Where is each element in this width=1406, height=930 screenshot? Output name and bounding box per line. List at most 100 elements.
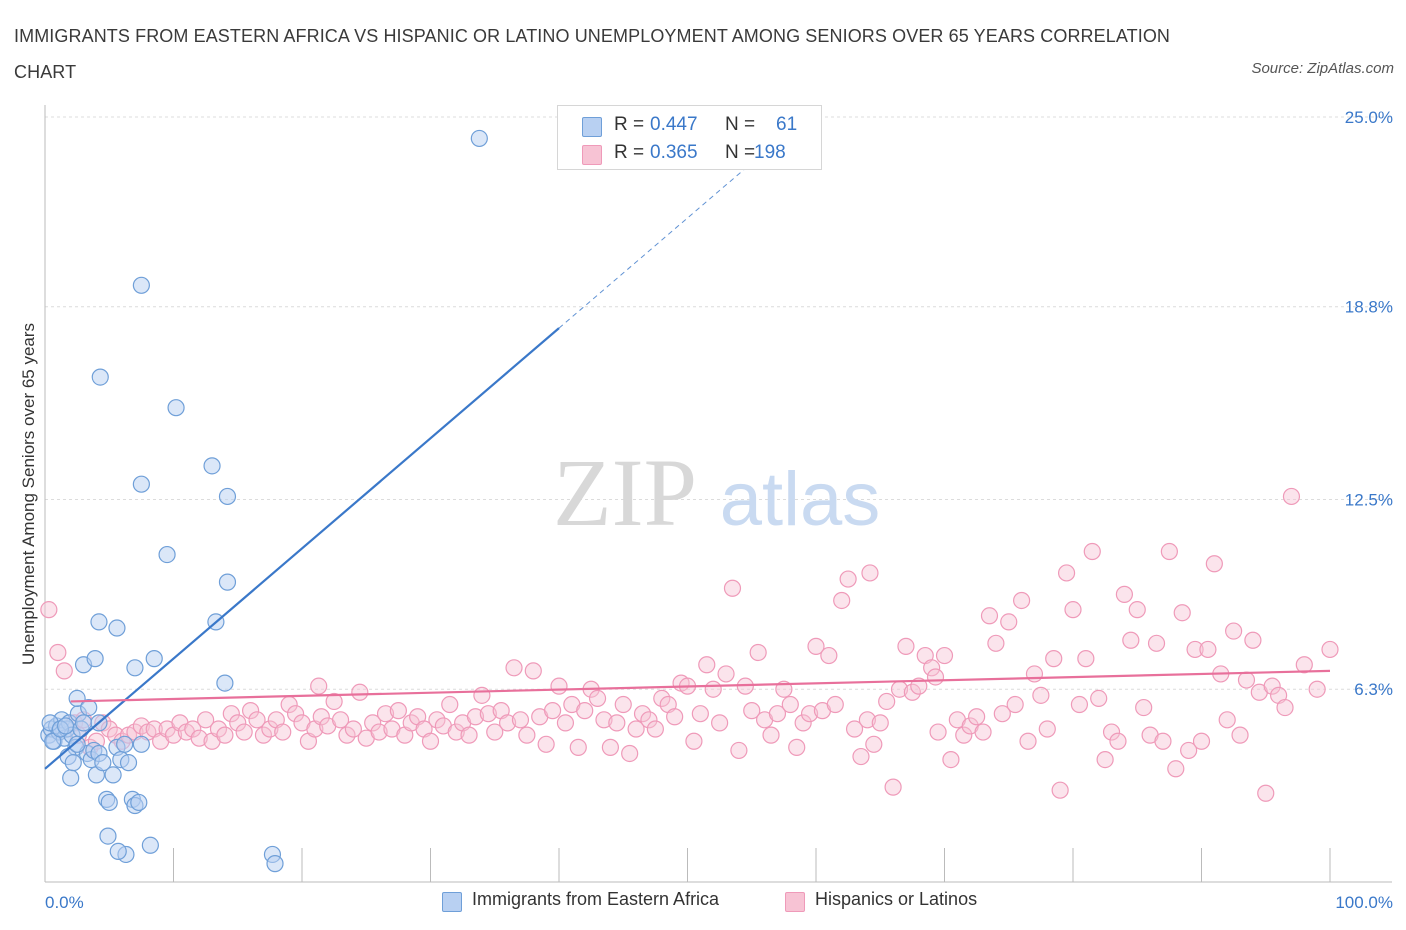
pink-point (376, 705, 395, 723)
pink-point (608, 714, 626, 732)
legend-n-value: 198 (754, 142, 786, 163)
pink-point (1186, 640, 1204, 659)
pink-point (1115, 585, 1134, 603)
pink-point (1083, 542, 1101, 561)
blue-point (216, 674, 234, 692)
blue-point (203, 457, 221, 475)
blue-point (100, 793, 118, 812)
blue-point (145, 650, 163, 668)
pink-point (653, 689, 671, 708)
pink-point (1225, 622, 1243, 640)
pink-point (646, 720, 664, 738)
pink-point (601, 738, 620, 756)
pink-point (338, 726, 356, 744)
pink-point (1006, 695, 1024, 714)
pink-point (344, 720, 362, 738)
pink-point (865, 735, 883, 753)
pink-point (310, 677, 328, 695)
axes (44, 105, 1392, 883)
pink-point (1282, 487, 1301, 506)
pink-point (518, 726, 536, 744)
legend-label-blue: Immigrants from Eastern Africa (472, 889, 720, 909)
pink-point (460, 726, 478, 744)
pink-point (1231, 726, 1249, 744)
pink-point (132, 717, 150, 735)
pink-point (254, 726, 273, 744)
pink-point (903, 683, 921, 701)
pink-point (935, 646, 954, 665)
pink-point (1167, 760, 1185, 778)
legend-r-value: 0.365 (650, 142, 698, 163)
pink-point (569, 738, 587, 756)
pink-point (897, 637, 915, 655)
pink-point (768, 705, 787, 723)
pink-point (800, 705, 819, 723)
pink-point (511, 711, 530, 729)
pink-point (820, 646, 838, 665)
pink-point (222, 705, 240, 723)
pink-point (1025, 665, 1044, 683)
blue-point (80, 698, 98, 717)
pink-point (1205, 555, 1223, 573)
pink-point (627, 720, 645, 738)
pink-point (762, 726, 780, 744)
pink-point (1147, 634, 1166, 652)
blue-point (218, 487, 237, 506)
blue-point (68, 735, 86, 753)
pink-point (987, 634, 1005, 652)
pink-point (640, 711, 658, 729)
blue-point (109, 842, 127, 861)
blue-point (90, 613, 108, 631)
pink-point (537, 735, 555, 753)
pink-point (749, 643, 767, 662)
pink-point (248, 711, 266, 729)
pink-point (49, 643, 67, 662)
pink-point (1012, 591, 1031, 610)
pink-point (794, 714, 812, 732)
pink-point (845, 720, 864, 738)
blue-point (158, 545, 176, 564)
pink-point (389, 702, 407, 720)
pink-point (550, 677, 568, 695)
blue-point (167, 399, 185, 417)
pink-point (923, 659, 941, 677)
pink-point (242, 702, 260, 720)
pink-point (1064, 601, 1082, 619)
pink-point (286, 705, 305, 723)
pink-point (704, 680, 722, 698)
legend-swatch-pink (785, 892, 805, 912)
pink-point (1218, 711, 1236, 729)
blue-point (62, 769, 80, 787)
pink-point (691, 705, 709, 723)
pink-point (441, 695, 459, 714)
pink-point (543, 702, 562, 720)
pink-point (209, 720, 228, 738)
pink-point (807, 637, 825, 655)
x-tick-label: 100.0% (1335, 893, 1393, 912)
pink-point (910, 677, 928, 695)
pink-point (980, 607, 999, 625)
pink-point (871, 714, 889, 732)
blue-point (99, 827, 117, 845)
pink-point (1257, 784, 1275, 802)
pink-point (1276, 698, 1294, 717)
pink-point (861, 564, 879, 582)
pink-point (614, 695, 632, 714)
pink-point (717, 665, 735, 683)
legend-n-value: 61 (776, 114, 798, 135)
blue-point (86, 650, 104, 668)
blue-point (91, 368, 109, 386)
pink-point (1199, 640, 1217, 659)
correlation-legend: R = 0.447 N = 61 R = 0.365 N = 198 (557, 105, 822, 170)
blue-point (141, 836, 159, 854)
blue-point (218, 573, 237, 591)
pink-point (235, 723, 253, 741)
legend-r-label: R = (614, 114, 645, 135)
pink-point (364, 714, 382, 732)
pink-point (312, 708, 330, 726)
pink-point (1244, 631, 1262, 649)
blue-point (119, 754, 138, 772)
legend-n-label: N = (725, 114, 756, 135)
pink-point (666, 708, 684, 726)
